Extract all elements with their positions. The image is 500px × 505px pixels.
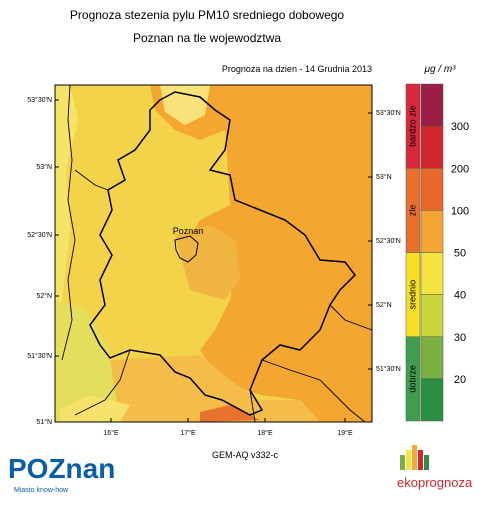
lat-label: 51°30'N [376, 365, 401, 373]
colorbar-band [420, 125, 444, 169]
level-label: 300 [451, 121, 469, 133]
map-frame [54, 84, 373, 423]
zone-mid [110, 355, 320, 422]
title: Prognoza stezenia pylu PM10 sredniego do… [70, 8, 345, 22]
colorbar: bardzo zle zle srednio dobrze 300 200 100 50 40 3… [405, 83, 469, 422]
category-label: zle [407, 205, 417, 217]
logo-bar [418, 450, 423, 470]
zone-mid [175, 225, 240, 300]
category-label: dobrze [407, 365, 417, 393]
subtitle: Poznan na tle wojewodztwa [133, 31, 281, 45]
logo-bar [412, 445, 417, 470]
lat-label: 52°N [36, 292, 52, 300]
lat-label: 52°30'N [27, 231, 52, 239]
level-label: 200 [451, 163, 469, 175]
brand-tagline: Miasto know-how [14, 487, 69, 494]
colorbar-band [420, 83, 444, 127]
forecast-date: Prognoza na dzien - 14 Grudnia 2013 [222, 64, 372, 74]
zone-low [160, 85, 210, 125]
lon-label: 17°E [180, 429, 196, 437]
logo-bar [424, 455, 429, 470]
level-label: 20 [454, 374, 466, 386]
city-label: Poznan [173, 226, 204, 236]
colorbar-band [420, 252, 444, 295]
lat-label: 51°30'N [27, 352, 52, 360]
level-label: 100 [451, 205, 469, 217]
lon-label: 16°E [103, 429, 119, 437]
footer: POZnan Miasto know-how ekoprognoza [8, 445, 473, 494]
colorbar-band [420, 378, 444, 422]
colorbar-band [420, 294, 444, 337]
unit: μg / m³ [423, 64, 456, 75]
category-band [405, 336, 421, 422]
lat-label: 53°30'N [376, 109, 401, 117]
category-label: srednio [407, 280, 417, 310]
brand-logo: POZnan [8, 453, 115, 484]
colorbar-band [420, 210, 444, 253]
level-label: 50 [454, 248, 466, 260]
map: Poznan GEM-AQ v332-c 53°30'N 53°N 52°30'N 5… [27, 84, 401, 460]
zone-low [60, 395, 130, 422]
partner-logo: ekoprognoza [397, 475, 473, 490]
logo-bar [400, 455, 405, 470]
zone-low [55, 85, 78, 320]
voivodeship-border [89, 91, 356, 416]
colorbar-band [420, 336, 444, 380]
lon-label: 19°E [337, 429, 353, 437]
logo-bar [406, 450, 411, 470]
lat-label: 52°30'N [376, 237, 401, 245]
zone-high [190, 85, 372, 422]
zone-low [55, 300, 120, 422]
colorbar-band [420, 168, 444, 211]
zone-very-high [200, 405, 260, 422]
level-label: 30 [454, 332, 466, 344]
lat-label: 51°N [36, 418, 52, 426]
lon-label: 18°E [257, 429, 273, 437]
lat-label: 53°N [376, 173, 392, 181]
model-label: GEM-AQ v332-c [212, 450, 279, 460]
city-border [174, 235, 199, 263]
lat-label: 53°30'N [27, 96, 52, 104]
neighbor-border [61, 84, 373, 423]
lat-label: 52°N [376, 301, 392, 309]
level-label: 40 [454, 290, 466, 302]
category-label: bardzo zle [407, 105, 417, 147]
lat-label: 53°N [36, 163, 52, 171]
